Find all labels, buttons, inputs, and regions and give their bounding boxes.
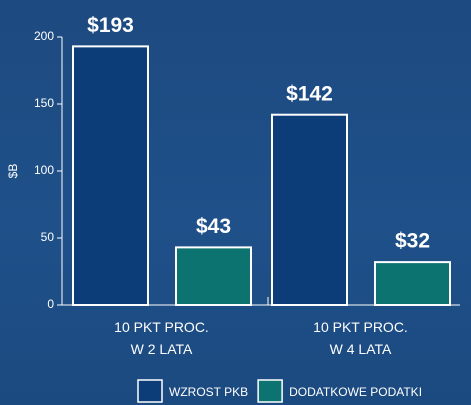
bar (72, 45, 149, 306)
legend-label: WZROST PKB (169, 385, 248, 399)
value-label: $142 (286, 82, 333, 105)
value-label: $32 (395, 230, 430, 253)
x-tick-label: 10 PKT PROC. W 4 LATA (313, 319, 408, 357)
y-tick-label: 0 (47, 297, 54, 311)
bar (374, 261, 451, 306)
value-label: $193 (87, 14, 134, 37)
bar (271, 113, 348, 306)
y-tick-label: 100 (34, 163, 54, 177)
x-tick-label: 10 PKT PROC. W 2 LATA (114, 319, 209, 357)
y-tick-label: 150 (34, 96, 54, 110)
y-tick-label: 50 (41, 230, 55, 244)
y-tick-label: 200 (34, 29, 54, 43)
legend-swatch (257, 379, 283, 403)
bar (175, 246, 252, 307)
y-axis-label: $B (6, 164, 20, 179)
value-label: $43 (196, 215, 231, 238)
legend-swatch (137, 379, 163, 403)
legend-label: DODATKOWE PODATKI (289, 385, 422, 399)
